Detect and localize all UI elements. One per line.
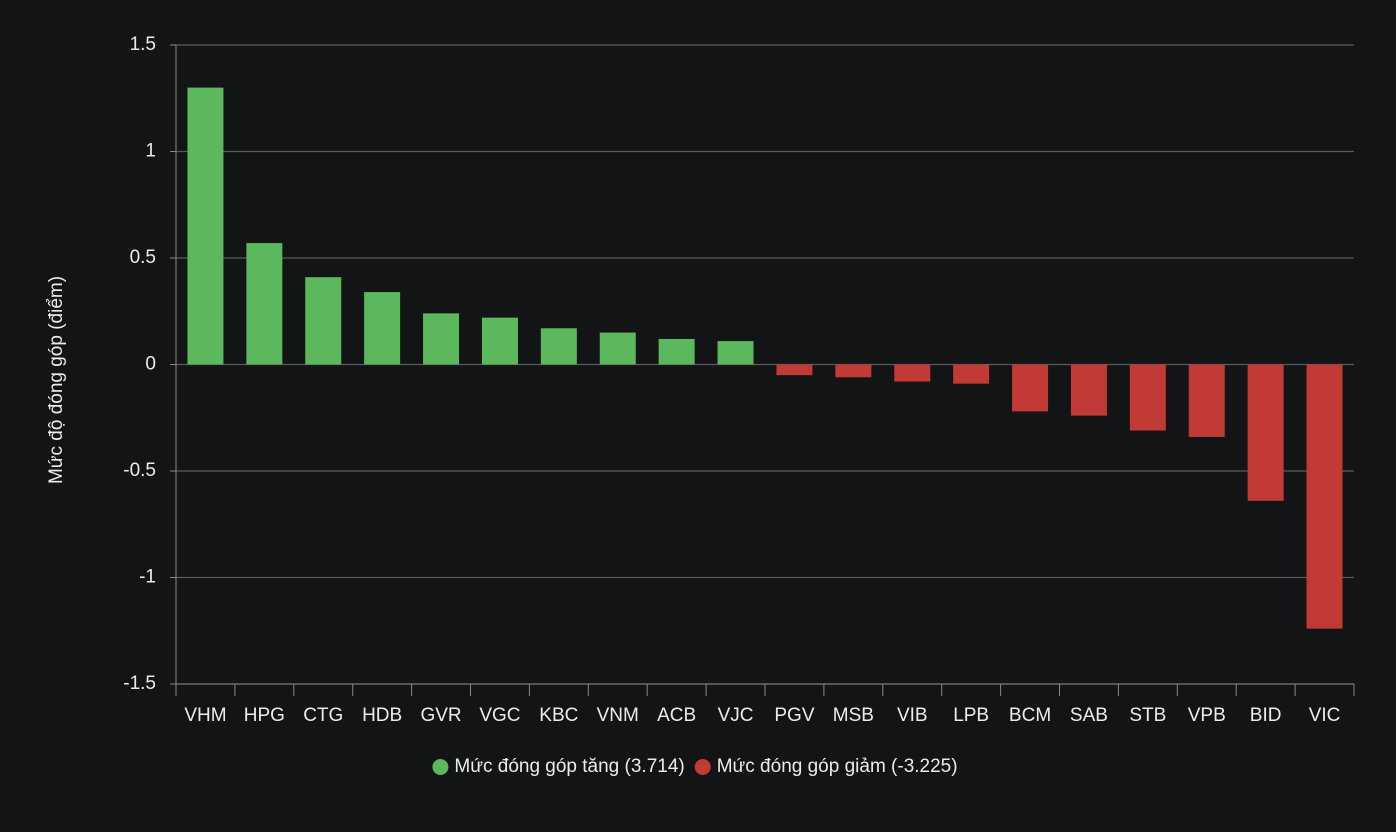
x-tick-label: STB xyxy=(1129,705,1166,726)
x-tick-label: GVR xyxy=(420,705,461,726)
x-tick-label: SAB xyxy=(1070,705,1108,726)
x-tick-label: VIC xyxy=(1309,705,1341,726)
y-tick-label: -0.5 xyxy=(123,460,156,481)
bar xyxy=(1247,364,1284,501)
x-tick-label: VNM xyxy=(597,705,639,726)
x-tick-label: MSB xyxy=(833,705,874,726)
legend-marker xyxy=(694,759,711,775)
bar xyxy=(658,338,695,365)
bar xyxy=(717,341,754,365)
bar xyxy=(1188,364,1225,437)
y-tick-label: 1 xyxy=(145,141,156,162)
x-tick-label: CTG xyxy=(303,705,343,726)
x-tick-label: PGV xyxy=(774,705,814,726)
bar xyxy=(835,364,872,378)
legend-label: Mức đóng góp giảm (-3.225) xyxy=(717,756,958,777)
bar xyxy=(423,313,460,365)
bar xyxy=(305,277,342,365)
x-tick-label: ACB xyxy=(657,705,696,726)
y-tick-label: -1 xyxy=(139,567,156,588)
y-tick-label: 0.5 xyxy=(130,247,156,268)
bar xyxy=(187,87,224,365)
bar xyxy=(953,364,990,384)
y-axis-label: Mức độ đóng góp (điểm) xyxy=(46,276,67,484)
x-tick-label: VJC xyxy=(718,705,754,726)
bar xyxy=(894,364,931,382)
y-tick-label: -1.5 xyxy=(123,673,156,694)
x-tick-label: LPB xyxy=(953,705,989,726)
x-tick-label: HDB xyxy=(362,705,402,726)
bar xyxy=(1306,364,1343,629)
y-tick-label: 1.5 xyxy=(130,34,156,55)
bar xyxy=(1070,364,1107,416)
bar xyxy=(599,332,636,365)
x-tick-label: BID xyxy=(1250,705,1282,726)
bar xyxy=(776,364,813,376)
x-tick-label: VIB xyxy=(897,705,928,726)
x-tick-label: KBC xyxy=(539,705,578,726)
x-tick-label: VPB xyxy=(1188,705,1226,726)
legend-marker xyxy=(432,759,449,775)
bar xyxy=(481,317,518,365)
bar xyxy=(1129,364,1166,431)
bar xyxy=(540,328,577,365)
y-tick-label: 0 xyxy=(145,354,156,375)
legend-label: Mức đóng góp tăng (3.714) xyxy=(454,756,684,777)
x-tick-label: VHM xyxy=(184,705,226,726)
x-tick-label: HPG xyxy=(244,705,285,726)
x-tick-label: VGC xyxy=(479,705,520,726)
x-tick-label: BCM xyxy=(1009,705,1051,726)
bar xyxy=(1012,364,1049,412)
bar xyxy=(364,292,401,365)
bar xyxy=(246,243,283,365)
